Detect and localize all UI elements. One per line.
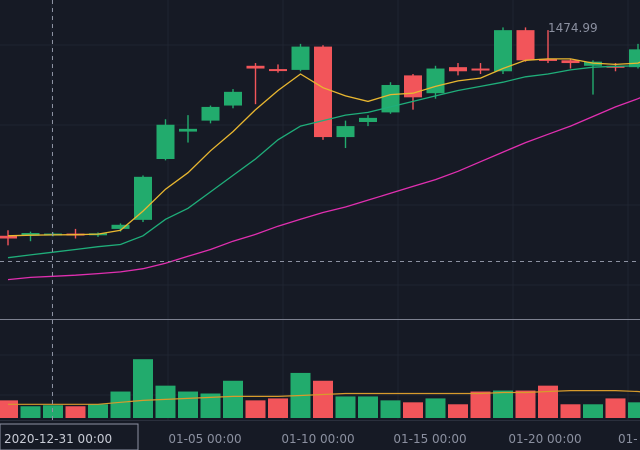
crosshair-time-box (0, 423, 139, 450)
volume-bar-9 (200, 393, 221, 418)
candle-body-9 (201, 106, 220, 121)
volume-bar-10 (223, 380, 243, 418)
ma-slow-line (7, 97, 640, 281)
candle-body-25 (561, 60, 580, 64)
volume-bar-5 (110, 391, 131, 418)
candles-layer (0, 27, 640, 246)
candle-body-22 (494, 30, 512, 72)
candle-body-21 (471, 68, 490, 71)
volume-bar-12 (268, 398, 288, 418)
candle-body-12 (269, 69, 287, 72)
volume-bar-15 (335, 396, 356, 418)
volume-bar-18 (403, 402, 423, 418)
candle-body-24 (539, 58, 557, 61)
ma-fast-line (7, 58, 640, 237)
volume-bar-27 (605, 398, 626, 418)
candle-body-0 (0, 235, 17, 239)
x-tick-label-2: 01-15 00:00 (393, 432, 466, 446)
candle-body-11 (246, 65, 265, 69)
volume-bar-28 (628, 402, 640, 418)
candle-body-16 (359, 117, 377, 122)
volume-bar-23 (515, 390, 536, 418)
volume-bar-4 (88, 404, 108, 418)
candle-body-13 (291, 46, 310, 70)
ma-mid-line (7, 64, 640, 259)
candle-body-14 (314, 46, 332, 138)
volume-bar-8 (178, 391, 198, 418)
x-axis: 01-05 00:00 01-10 00:00 01-15 00:00 01-20 0… (168, 432, 637, 446)
volume-bar-21 (470, 391, 491, 418)
candle-body-10 (224, 91, 242, 106)
volume-bar-6 (133, 359, 153, 418)
volume-bar-25 (560, 404, 581, 418)
volume-bar-17 (380, 400, 401, 418)
volume-bar-7 (155, 385, 176, 418)
candle-body-19 (426, 68, 445, 94)
price-marker-label: 1474.99 (548, 21, 598, 35)
volume-bar-20 (448, 404, 468, 418)
x-tick-label-1: 01-10 00:00 (281, 432, 354, 446)
candle-body-20 (449, 67, 467, 72)
x-tick-label-0: 01-05 00:00 (168, 432, 241, 446)
volume-bar-11 (245, 400, 266, 418)
volume-bar-24 (538, 385, 558, 418)
candle-body-23 (516, 30, 535, 61)
candle-body-28 (629, 49, 640, 68)
candle-body-5 (111, 224, 130, 229)
volume-bar-22 (493, 390, 513, 418)
candle-body-7 (156, 124, 175, 159)
volume-bar-14 (313, 380, 333, 418)
candle-body-6 (134, 176, 152, 220)
volume-bar-1 (20, 406, 41, 418)
crosshair-time-label: 2020-12-31 00:00 (4, 432, 112, 446)
volume-bar-0 (0, 400, 18, 418)
candle-body-15 (336, 126, 355, 138)
volume-bar-26 (583, 404, 603, 418)
volume-layer (0, 359, 640, 418)
candle-body-8 (179, 128, 197, 132)
volume-bar-16 (358, 396, 378, 418)
volume-ma-line (8, 390, 640, 405)
moving-averages-layer (7, 58, 640, 281)
x-tick-label-3: 01-20 00:00 (508, 432, 581, 446)
volume-bar-19 (425, 398, 446, 418)
candle-body-1 (21, 233, 40, 236)
volume-bar-3 (65, 406, 86, 418)
x-tick-label-4: 01- (618, 432, 638, 446)
